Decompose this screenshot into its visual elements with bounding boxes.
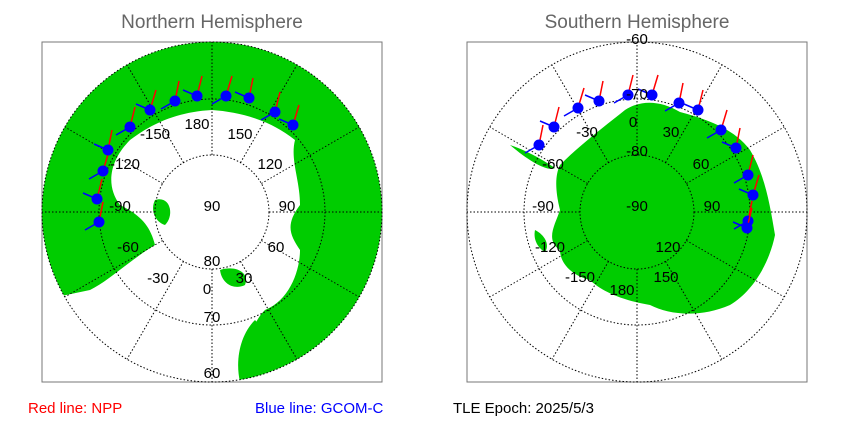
panel-title: Southern Hemisphere (545, 12, 730, 33)
grid-label: -60 (626, 31, 648, 48)
grid-label: 180 (184, 116, 209, 133)
satellite-position (220, 90, 232, 102)
meridian (240, 261, 298, 360)
meridian (126, 64, 184, 163)
grid-label: -150 (565, 269, 595, 286)
panel-title: Northern Hemisphere (121, 12, 303, 33)
meridian (489, 240, 588, 298)
grid-label: -80 (626, 143, 648, 160)
satellite-position (102, 144, 114, 156)
grid-label: 120 (655, 239, 680, 256)
meridian (261, 240, 360, 298)
grid-label: -30 (147, 270, 169, 287)
grid-label: 90 (279, 198, 296, 215)
grid-label: -120 (110, 156, 140, 173)
graticule (42, 42, 382, 382)
satellite-position (93, 216, 105, 228)
meridian (261, 126, 360, 184)
satellite-position (243, 92, 255, 104)
grid-label: 60 (693, 156, 710, 173)
grid-label: 90 (204, 198, 221, 215)
grid-label: 150 (227, 126, 252, 143)
grid-label: 0 (203, 281, 211, 298)
meridian (551, 64, 609, 163)
grid-label: 180 (609, 282, 634, 299)
grid-label: 0 (629, 114, 637, 131)
meridian (64, 240, 163, 298)
satellite-position (97, 165, 109, 177)
satellite-position (91, 193, 103, 205)
satellite-position (692, 104, 704, 116)
satellite-position (533, 139, 545, 151)
satellite-position (715, 124, 727, 136)
grid-label: -70 (626, 86, 648, 103)
meridian (64, 126, 163, 184)
grid-label: -120 (535, 239, 565, 256)
grid-label: 150 (653, 269, 678, 286)
satellite-position (646, 89, 658, 101)
meridian (240, 64, 298, 163)
meridian (686, 240, 785, 298)
tle-epoch: TLE Epoch: 2025/5/3 (453, 400, 594, 417)
meridian (686, 126, 785, 184)
grid-label: -30 (576, 124, 598, 141)
grid-label: 30 (663, 124, 680, 141)
grid-label: -90 (109, 198, 131, 215)
meridian (665, 64, 723, 163)
satellite-tracks (82, 74, 760, 234)
satellite-position (269, 106, 281, 118)
satellite-position (673, 97, 685, 109)
grid-label: -150 (140, 126, 170, 143)
grid-label: 90 (704, 198, 721, 215)
satellite-position (169, 95, 181, 107)
satellite-position (742, 169, 754, 181)
grid-label: 60 (204, 365, 221, 382)
satellite-position (741, 222, 753, 234)
grid-label: 70 (204, 309, 221, 326)
legend-gcom: Blue line: GCOM-C (255, 400, 384, 417)
satellite-position (191, 90, 203, 102)
satellite-position (124, 121, 136, 133)
grid-label: 120 (257, 156, 282, 173)
grid-label: -90 (532, 198, 554, 215)
satellite-position (747, 189, 759, 201)
grid-label: -60 (542, 156, 564, 173)
grid-label: 80 (204, 253, 221, 270)
legend-npp: Red line: NPP (28, 400, 122, 417)
map-labels: 180 -150 150 -120 120 -90 90 90 -60 60 -30 30 0 80 70 6… (109, 31, 720, 382)
grid-label: 60 (268, 239, 285, 256)
satellite-position (548, 121, 560, 133)
meridian (489, 126, 588, 184)
satellite-position (622, 89, 634, 101)
satellite-position (572, 102, 584, 114)
meridian (551, 261, 609, 360)
grid-label: -90 (626, 198, 648, 215)
meridian (126, 261, 184, 360)
grid-label: 30 (236, 270, 253, 287)
satellite-position (730, 142, 742, 154)
satellite-position (144, 104, 156, 116)
satellite-position (593, 95, 605, 107)
satellite-position (287, 119, 299, 131)
grid-label: -60 (117, 239, 139, 256)
meridian (665, 261, 723, 360)
